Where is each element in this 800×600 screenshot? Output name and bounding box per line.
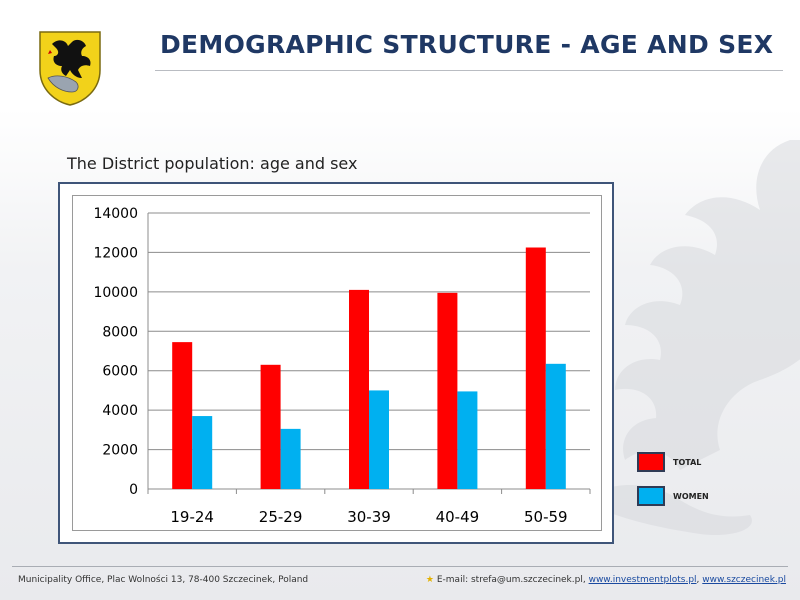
- chart-plot-area-border: [72, 195, 602, 531]
- legend-label-total: TOTAL: [673, 457, 702, 467]
- legend-swatch-women: [637, 486, 665, 506]
- bar-women: [545, 363, 566, 489]
- star-icon: ★: [425, 575, 434, 585]
- bar-total: [349, 289, 369, 489]
- y-tick-label: 10000: [93, 285, 138, 301]
- x-tick-label: 25-29: [259, 508, 303, 526]
- x-tick-label: 50-59: [524, 508, 568, 526]
- y-tick-label: 8000: [102, 324, 138, 340]
- chart-subtitle: The District population: age and sex: [67, 154, 358, 173]
- footer-address: Municipality Office, Plac Wolności 13, 7…: [18, 575, 309, 585]
- y-tick-label: 0: [129, 482, 138, 498]
- bar-total: [260, 364, 281, 489]
- legend-item-women: WOMEN: [637, 486, 709, 506]
- bar-women: [280, 428, 301, 489]
- footer-divider: [12, 566, 788, 567]
- page-title: DEMOGRAPHIC STRUCTURE - AGE AND SEX: [160, 30, 774, 59]
- link-investmentplots[interactable]: www.investmentplots.pl: [588, 575, 697, 585]
- legend-item-total: TOTAL: [637, 452, 701, 472]
- footer-email: E-mail: strefa@um.szczecinek.pl,: [436, 575, 586, 585]
- bar-women: [192, 416, 213, 489]
- bar-women: [369, 390, 389, 489]
- y-tick-label: 2000: [102, 443, 138, 459]
- bar-total: [172, 342, 193, 489]
- y-tick-label: 4000: [102, 403, 138, 419]
- bar-total: [437, 292, 458, 489]
- link-szczecinek[interactable]: www.szczecinek.pl: [702, 575, 786, 585]
- bar-women: [457, 391, 478, 489]
- x-tick-label: 30-39: [347, 508, 391, 526]
- title-divider: [155, 70, 783, 71]
- footer-separator: ,: [696, 575, 700, 585]
- legend-swatch-total: [637, 452, 665, 472]
- footer-contact: ★ E-mail: strefa@um.szczecinek.pl, www.i…: [426, 575, 786, 585]
- legend-label-women: WOMEN: [673, 491, 709, 501]
- x-tick-label: 19-24: [170, 508, 214, 526]
- y-tick-label: 6000: [102, 364, 138, 380]
- y-tick-label: 14000: [93, 206, 138, 222]
- bar-total: [525, 247, 546, 489]
- x-tick-label: 40-49: [436, 508, 480, 526]
- y-tick-label: 12000: [93, 245, 138, 261]
- griffin-crest-icon: [39, 31, 101, 106]
